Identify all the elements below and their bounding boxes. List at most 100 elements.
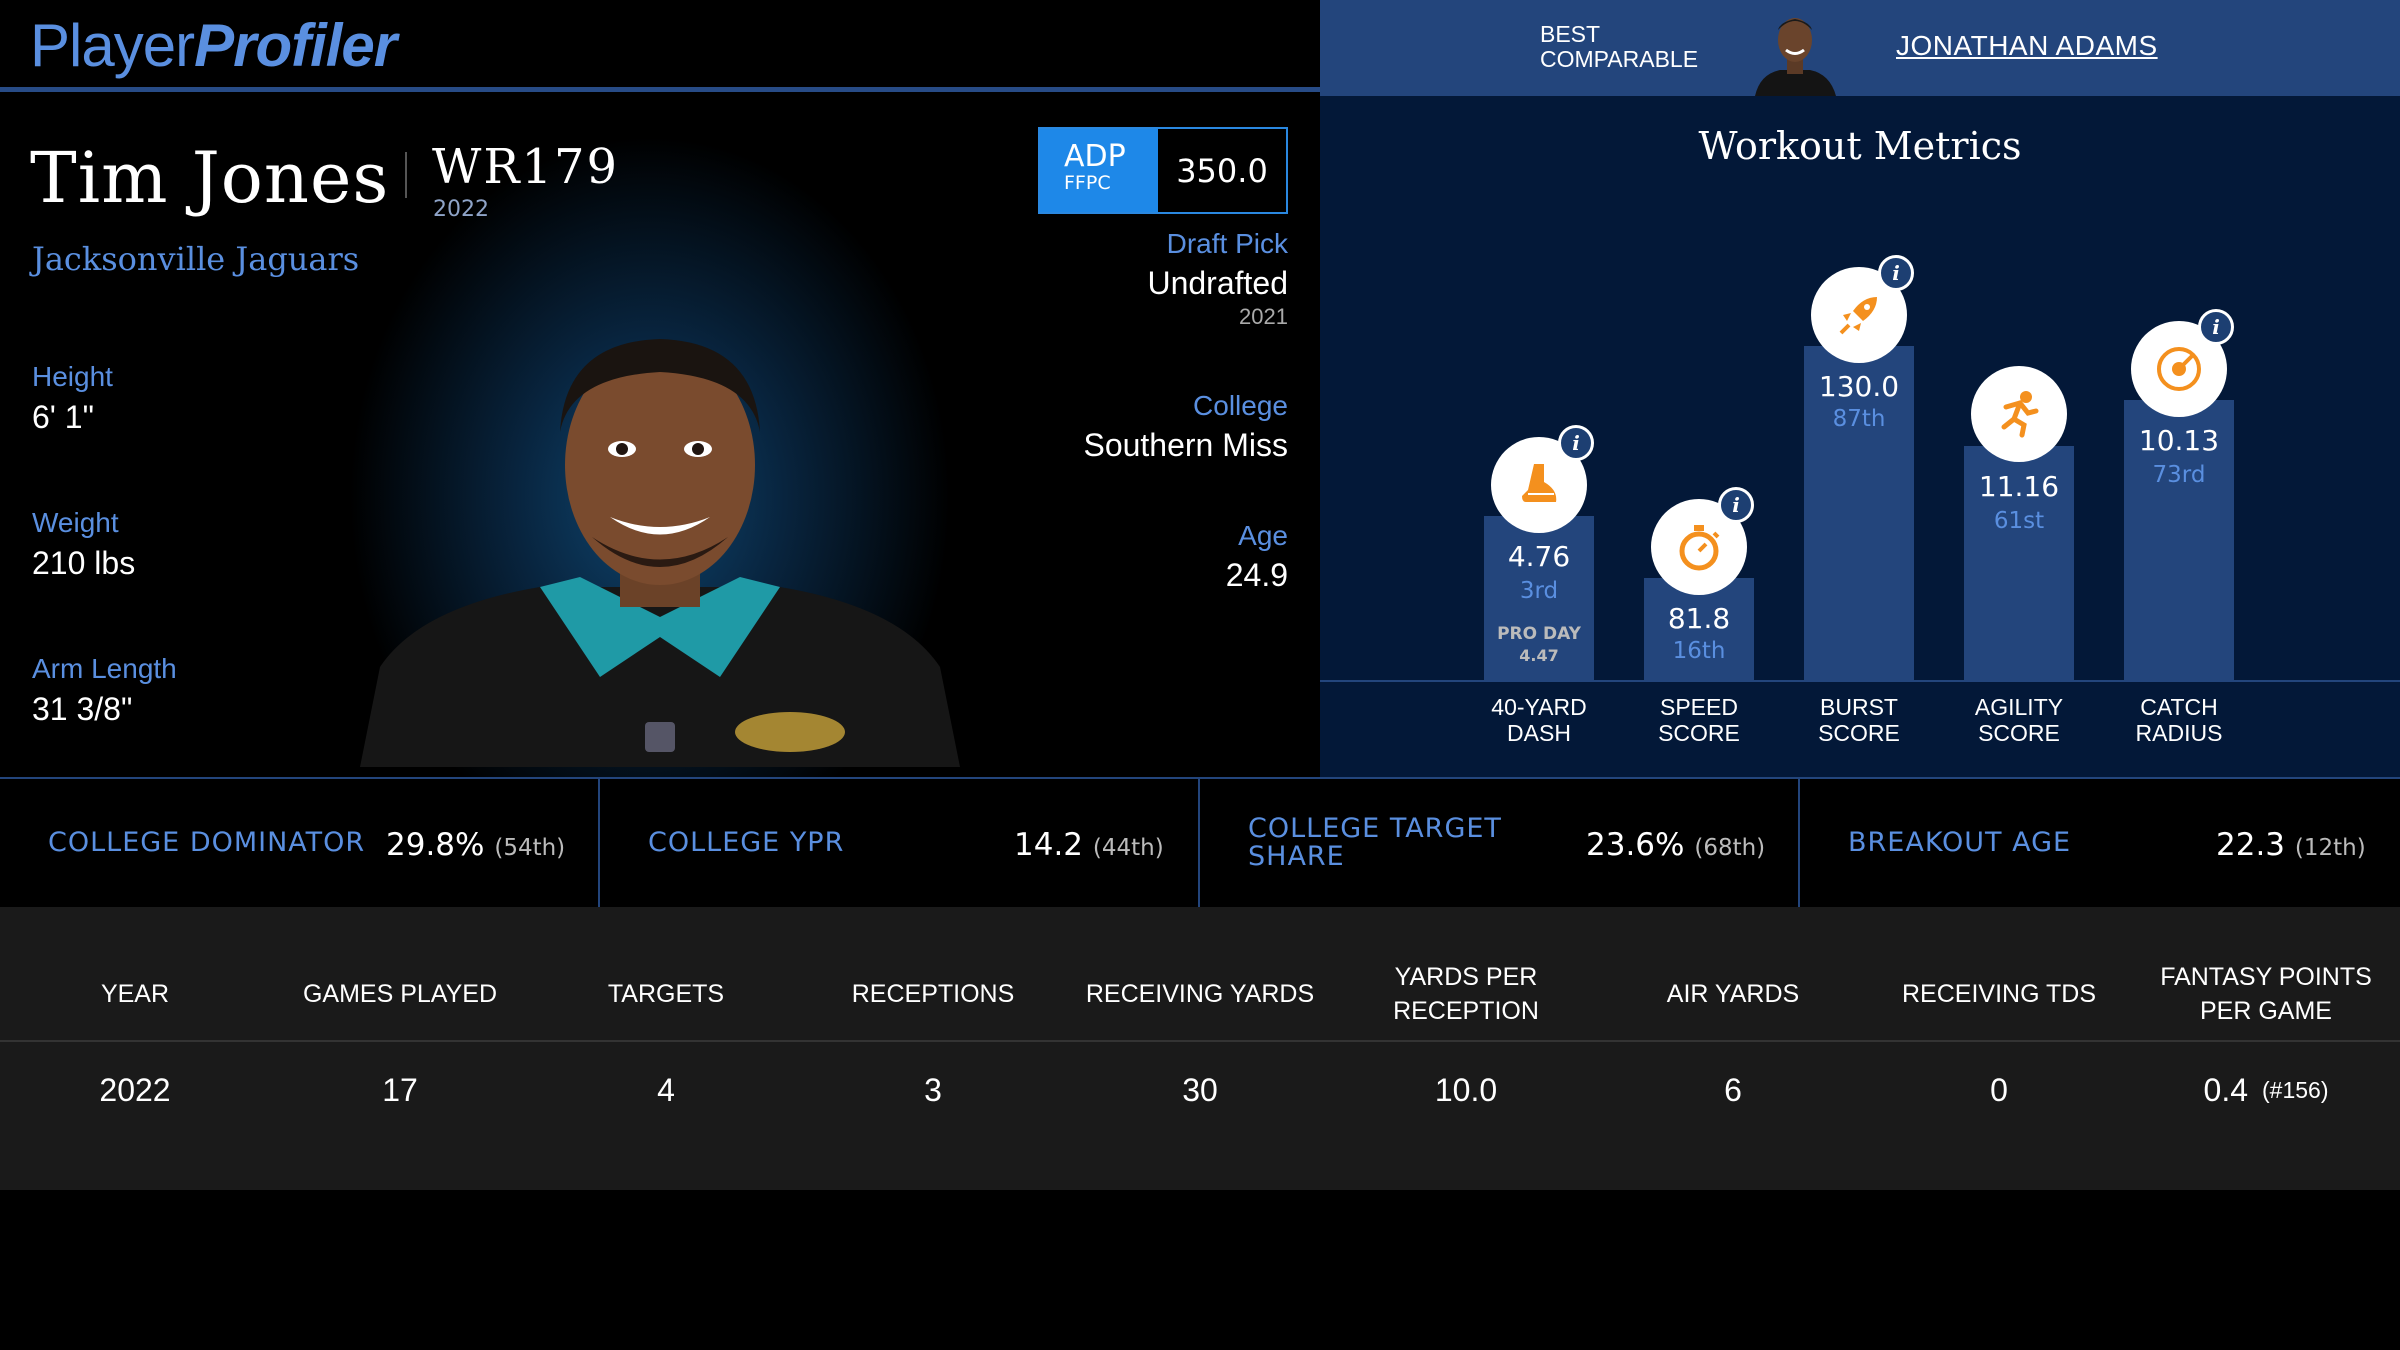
logo-part-player: Player — [30, 12, 195, 79]
college-ypr-number: 14.2 — [1014, 827, 1084, 863]
player-profile-panel: Tim Jones WR179 2022 Jacksonville Jaguar… — [0, 97, 1320, 777]
arm-length-value: 31 3/8" — [32, 691, 133, 727]
breakout-age-rank: (12th) — [2294, 835, 2366, 861]
forty-yard-dash-bar[interactable]: 4.76 3rd PRO DAY 4.47 — [1484, 516, 1594, 680]
college-ypr-cell[interactable]: COLLEGE YPR 14.2 (44th) — [600, 779, 1198, 909]
college-target-share-value: 23.6% (68th) — [1586, 827, 1765, 863]
col-header-yards-per-reception[interactable]: YARDS PER RECEPTION — [1393, 963, 1539, 1025]
catch-radius-info-icon[interactable]: i — [2198, 309, 2234, 345]
col-header-receiving-tds[interactable]: RECEIVING TDS — [1901, 980, 2097, 1008]
agility-score-label: AGILITY SCORE — [1949, 694, 2089, 746]
target-share-rank: (68th) — [1694, 835, 1766, 861]
catch-label-2: RADIUS — [2135, 720, 2223, 746]
catch-radius-bar[interactable]: 10.13 73rd — [2124, 400, 2234, 680]
cell-year: 2022 — [99, 1071, 171, 1108]
breakout-age-label: BREAKOUT AGE — [1848, 827, 2072, 858]
breakout-age-value: 22.3 (12th) — [2216, 827, 2366, 863]
adp-value: 350.0 — [1158, 129, 1286, 212]
college-ypr-rank: (44th) — [1092, 835, 1164, 861]
pro-day-value: 4.47 — [1519, 646, 1559, 665]
season-stats-table: YEAR GAMES PLAYED TARGETS RECEPTIONS REC… — [0, 907, 2400, 1190]
col-header-air-yards[interactable]: AIR YARDS — [1666, 980, 1800, 1008]
age-label: Age — [1238, 520, 1288, 551]
draft-pick-year: 2021 — [1239, 304, 1288, 329]
burst-label-2: SCORE — [1818, 720, 1900, 746]
workout-metrics-title: Workout Metrics — [1698, 124, 2022, 168]
speed-label-1: SPEED — [1660, 694, 1738, 720]
adp-source: FFPC — [1064, 172, 1111, 194]
workout-baseline — [1320, 680, 2400, 682]
speed-score-info-icon[interactable]: i — [1718, 487, 1754, 523]
player-profiler-logo[interactable]: PlayerProfiler — [30, 10, 397, 82]
age-value: 24.9 — [1225, 557, 1288, 593]
speed-score-label: SPEED SCORE — [1629, 694, 1769, 746]
season-year: 2022 — [433, 197, 489, 222]
pro-day-label: PRO DAY — [1497, 624, 1581, 644]
cell-air-yards: 6 — [1724, 1071, 1742, 1108]
height-value: 6' 1" — [32, 399, 94, 435]
col-header-fantasy-points-per-game[interactable]: FANTASY POINTS PER GAME — [2160, 963, 2372, 1025]
position-rank: WR179 — [432, 139, 620, 195]
strip-divider — [1798, 779, 1800, 909]
forty-label-2: DASH — [1507, 720, 1571, 746]
strip-divider — [1198, 779, 1200, 909]
team-name[interactable]: Jacksonville Jaguars — [32, 240, 360, 278]
catch-radius-rank: 73rd — [2152, 462, 2206, 488]
speed-label-2: SCORE — [1658, 720, 1740, 746]
burst-score-rank: 87th — [1832, 406, 1886, 432]
breakout-age-cell[interactable]: BREAKOUT AGE 22.3 (12th) — [1800, 779, 2400, 909]
agility-score-rank: 61st — [1993, 508, 2045, 534]
weight-label: Weight — [32, 507, 119, 538]
player-name: Tim Jones — [30, 137, 390, 219]
col-header-year[interactable]: YEAR — [100, 980, 170, 1008]
speed-score-value: 81.8 — [1667, 602, 1731, 635]
burst-score-value: 130.0 — [1818, 370, 1900, 403]
college-dominator-label: COLLEGE DOMINATOR — [48, 827, 366, 858]
college-value[interactable]: Southern Miss — [1083, 427, 1288, 463]
cell-receiving-tds: 0 — [1990, 1071, 2008, 1108]
comparable-player-photo — [1750, 8, 1840, 96]
agility-score-value: 11.16 — [1978, 470, 2060, 503]
player-photo — [360, 337, 960, 767]
burst-score-bar[interactable]: 130.0 87th — [1804, 346, 1914, 680]
target-share-number: 23.6% — [1586, 827, 1685, 863]
name-divider — [405, 152, 407, 198]
target-share-label-1: COLLEGE TARGET — [1248, 813, 1502, 844]
runner-icon — [1971, 366, 2067, 462]
agility-score-bar[interactable]: 11.16 61st — [1964, 446, 2074, 680]
height-label: Height — [32, 361, 113, 392]
col-header-games-played[interactable]: GAMES PLAYED — [302, 980, 498, 1008]
college-dominator-rank: (54th) — [494, 835, 566, 861]
best-label-line2: COMPARABLE — [1540, 46, 1699, 72]
col-header-receiving-yards[interactable]: RECEIVING YARDS — [1085, 980, 1315, 1008]
college-target-share-cell[interactable]: COLLEGE TARGET SHARE 23.6% (68th) — [1200, 779, 1798, 909]
college-dominator-cell[interactable]: COLLEGE DOMINATOR 29.8% (54th) — [0, 779, 598, 909]
best-comparable-label: BEST COMPARABLE — [1540, 22, 1698, 72]
best-comparable-bar: BEST COMPARABLE JONATHAN ADAMS — [1320, 0, 2400, 96]
catch-radius-value: 10.13 — [2138, 424, 2220, 457]
agility-label-1: AGILITY — [1974, 694, 2064, 720]
draft-pick-value: Undrafted — [1147, 265, 1288, 301]
cell-receiving-yards: 30 — [1182, 1071, 1218, 1108]
speed-score-bar[interactable]: 81.8 16th — [1644, 578, 1754, 680]
forty-label-1: 40-YARD — [1491, 694, 1587, 720]
forty-yard-dash-label: 40-YARD DASH — [1469, 694, 1609, 746]
catch-radius-label: CATCH RADIUS — [2109, 694, 2249, 746]
best-comparable-link[interactable]: JONATHAN ADAMS — [1896, 30, 2158, 61]
top-bar: PlayerProfiler — [0, 0, 1320, 92]
college-stats-strip: COLLEGE DOMINATOR 29.8% (54th) COLLEGE Y… — [0, 777, 2400, 909]
college-ypr-label: COLLEGE YPR — [648, 827, 845, 858]
cell-targets: 4 — [657, 1071, 675, 1108]
forty-yard-info-icon[interactable]: i — [1558, 425, 1594, 461]
speed-score-rank: 16th — [1672, 638, 1726, 664]
burst-score-info-icon[interactable]: i — [1878, 255, 1914, 291]
college-ypr-value: 14.2 (44th) — [1014, 827, 1164, 863]
col-header-receptions[interactable]: RECEPTIONS — [851, 980, 1015, 1008]
burst-label-1: BURST — [1820, 694, 1898, 720]
logo-part-profiler: Profiler — [194, 12, 397, 79]
adp-badge[interactable]: ADP FFPC 350.0 — [1038, 127, 1288, 214]
workout-metrics-panel: Workout Metrics 4.76 3rd PRO DAY 4.47 i … — [1320, 96, 2400, 777]
col-header-targets[interactable]: TARGETS — [607, 980, 725, 1008]
college-label: College — [1193, 390, 1288, 421]
forty-yard-dash-rank: 3rd — [1519, 578, 1559, 604]
